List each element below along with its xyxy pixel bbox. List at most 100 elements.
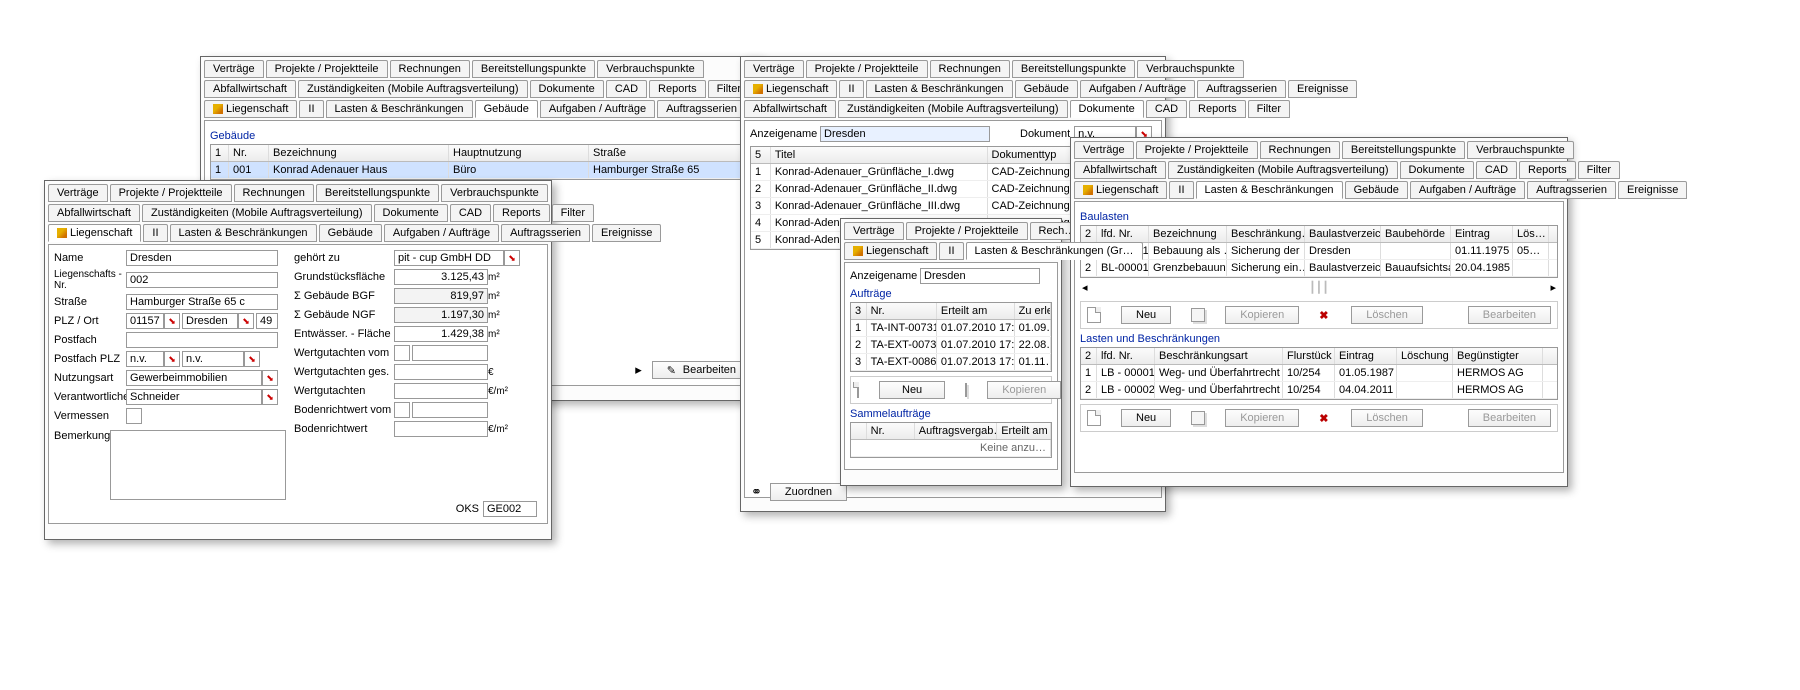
tab-vertraege[interactable]: Verträge: [204, 60, 264, 78]
tab-ereignisse[interactable]: Ereignisse: [592, 224, 661, 242]
tab-lieg[interactable]: Liegenschaft: [1074, 181, 1167, 199]
tab-bereitstellung[interactable]: Bereitstellungspunkte: [472, 60, 595, 78]
wg-input[interactable]: [394, 383, 488, 399]
table-row[interactable]: 2TA-EXT-0073301.07.2010 17:5322.08…: [851, 337, 1051, 354]
tab[interactable]: Rechnungen: [930, 60, 1010, 78]
anzeigename-input[interactable]: [820, 126, 990, 142]
name-input[interactable]: [126, 250, 278, 266]
tab[interactable]: CAD: [1146, 100, 1187, 118]
loeschen-button[interactable]: Löschen: [1351, 409, 1423, 427]
bodenvom-input[interactable]: [412, 402, 488, 418]
tab[interactable]: Abfallwirtschaft: [744, 100, 836, 118]
bodenvom-chk[interactable]: [394, 402, 410, 418]
tab-dokumente[interactable]: Dokumente: [1070, 100, 1144, 118]
tab[interactable]: Ereignisse: [1618, 181, 1687, 199]
col-bez[interactable]: Bezeichnung: [269, 145, 449, 161]
postfach-input[interactable]: [126, 332, 278, 348]
tab-verbrauch[interactable]: Verbrauchspunkte: [597, 60, 704, 78]
tab-projekte[interactable]: Projekte / Projektteile: [110, 184, 232, 202]
bearbeiten-button[interactable]: Bearbeiten: [1468, 409, 1551, 427]
lookup-plz-icon[interactable]: ⬊: [164, 313, 180, 329]
tab[interactable]: Projekte / Projektteile: [1136, 141, 1258, 159]
house-input[interactable]: [256, 313, 278, 329]
tab-dok[interactable]: Dokumente: [374, 204, 448, 222]
tab-lasten[interactable]: Lasten & Beschränkungen: [1196, 181, 1343, 199]
tab-rechnungen[interactable]: Rechnungen: [390, 60, 470, 78]
tab-lieg[interactable]: Liegenschaft: [744, 80, 837, 98]
table-row[interactable]: 1TA-INT-0073101.07.2010 17:5101.09…: [851, 320, 1051, 337]
col-haupt[interactable]: Hauptnutzung: [449, 145, 589, 161]
neu-button[interactable]: Neu: [1121, 409, 1171, 427]
tab[interactable]: Verträge: [844, 222, 904, 240]
tab-ii[interactable]: II: [143, 224, 167, 242]
tab-lasten[interactable]: Lasten & Beschränkungen: [326, 100, 473, 118]
col-nr[interactable]: Nr.: [229, 145, 269, 161]
lookup-icon[interactable]: ⬊: [262, 389, 278, 405]
postort-input[interactable]: [182, 351, 244, 367]
table-row[interactable]: 2BL-00001GrenzbebauungSicherung ein…Baul…: [1081, 260, 1557, 277]
tab[interactable]: Aufgaben / Aufträge: [1410, 181, 1525, 199]
lookup-icon[interactable]: ⬊: [504, 250, 520, 266]
table-row[interactable]: 1BL-00001Bebauung als …Sicherung der …Dr…: [1081, 243, 1557, 260]
loeschen-button[interactable]: Löschen: [1351, 306, 1423, 324]
boden-input[interactable]: [394, 421, 488, 437]
table-row[interactable]: 2LB - 00002Weg- und Überfahrtrecht10/254…: [1081, 382, 1557, 399]
postfachplz-input[interactable]: [126, 351, 164, 367]
tab-rechnungen[interactable]: Rechnungen: [234, 184, 314, 202]
tab-bereitstellung[interactable]: Bereitstellungspunkte: [316, 184, 439, 202]
tab[interactable]: II: [1169, 181, 1193, 199]
tab-reports[interactable]: Reports: [649, 80, 706, 98]
tab[interactable]: II: [939, 242, 963, 260]
kopieren-button[interactable]: Kopieren: [1225, 306, 1299, 324]
tab-lasten[interactable]: Lasten & Beschränkungen (Gr…: [966, 242, 1143, 260]
tab[interactable]: CAD: [1476, 161, 1517, 179]
oks-input[interactable]: [483, 501, 537, 517]
col-idx[interactable]: 1: [211, 145, 229, 161]
tab-abfall[interactable]: Abfallwirtschaft: [204, 80, 296, 98]
kopieren-button[interactable]: Kopieren: [987, 381, 1061, 399]
tab-lasten[interactable]: Lasten & Beschränkungen: [170, 224, 317, 242]
tab[interactable]: Ereignisse: [1288, 80, 1357, 98]
tab-dok[interactable]: Dokumente: [530, 80, 604, 98]
kopieren-button[interactable]: Kopieren: [1225, 409, 1299, 427]
table-row[interactable]: 3TA-EXT-0086501.07.2013 17:5201.11…: [851, 354, 1051, 371]
tab-lieg[interactable]: Liegenschaft: [844, 242, 937, 260]
tab-cad[interactable]: CAD: [450, 204, 491, 222]
tab-filter[interactable]: Filter: [552, 204, 594, 222]
bearbeiten-button[interactable]: ✎ Bearbeiten: [652, 361, 751, 379]
tab[interactable]: Gebäude: [1345, 181, 1408, 199]
grund-input[interactable]: [394, 269, 488, 285]
tab[interactable]: Verbrauchspunkte: [1467, 141, 1574, 159]
tab[interactable]: II: [839, 80, 863, 98]
tab-projekte[interactable]: Projekte / Projektteile: [266, 60, 388, 78]
vermessen-checkbox[interactable]: [126, 408, 142, 424]
tab-gebaeude[interactable]: Gebäude: [475, 100, 538, 118]
bearbeiten-button[interactable]: Bearbeiten: [1468, 306, 1551, 324]
tab-vertraege[interactable]: Verträge: [48, 184, 108, 202]
tab[interactable]: Reports: [1189, 100, 1246, 118]
tab-zust[interactable]: Zuständigkeiten (Mobile Auftragsverteilu…: [142, 204, 372, 222]
tab[interactable]: Rechnungen: [1260, 141, 1340, 159]
wgges-input[interactable]: [394, 364, 488, 380]
tab-zust[interactable]: Zuständigkeiten (Mobile Auftragsverteilu…: [298, 80, 528, 98]
tab-aufgaben[interactable]: Aufgaben / Aufträge: [540, 100, 655, 118]
lookup-ort-icon[interactable]: ⬊: [238, 313, 254, 329]
table-row[interactable]: 1LB - 00001Weg- und Überfahrtrecht10/254…: [1081, 365, 1557, 382]
lookup-icon[interactable]: ⬊: [244, 351, 260, 367]
tab-lieg[interactable]: Liegenschaft: [48, 224, 141, 242]
tab-reports[interactable]: Reports: [493, 204, 550, 222]
verantw-input[interactable]: [126, 389, 262, 405]
plz-input[interactable]: [126, 313, 164, 329]
tab[interactable]: Bereitstellungspunkte: [1342, 141, 1465, 159]
tab[interactable]: Abfallwirtschaft: [1074, 161, 1166, 179]
gehoert-input[interactable]: [394, 250, 504, 266]
tab[interactable]: Auftragsserien: [1197, 80, 1286, 98]
lookup-icon[interactable]: ⬊: [164, 351, 180, 367]
tab[interactable]: Filter: [1248, 100, 1290, 118]
tab[interactable]: Gebäude: [1015, 80, 1078, 98]
tab[interactable]: Zuständigkeiten (Mobile Auftragsverteilu…: [1168, 161, 1398, 179]
table-row[interactable]: 1 001 Konrad Adenauer Haus Büro Hamburge…: [211, 162, 751, 179]
ort-input[interactable]: [182, 313, 238, 329]
tab[interactable]: Dokumente: [1400, 161, 1474, 179]
tab-serien[interactable]: Auftragsserien: [657, 100, 746, 118]
